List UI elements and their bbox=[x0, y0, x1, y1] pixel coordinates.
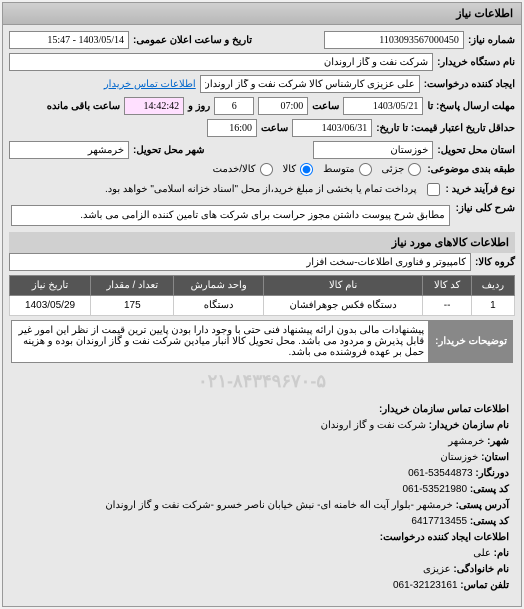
panel-body: شماره نیاز: تاریخ و ساعت اعلان عمومی: نا… bbox=[3, 25, 521, 606]
price-validity-label: حداقل تاریخ اعتبار قیمت: تا تاریخ: bbox=[376, 123, 515, 134]
requester-label: ایجاد کننده درخواست: bbox=[424, 79, 515, 90]
th-code: کد کالا bbox=[423, 276, 471, 296]
cell-qty: 175 bbox=[91, 296, 174, 316]
contact-address-row: آدرس پستی: خرمشهر -بلوار آیت اله خامنه ا… bbox=[15, 498, 509, 514]
contact-phone-row: تلفن تماس: 32123161-061 bbox=[15, 578, 509, 594]
cell-unit: دستگاه bbox=[174, 296, 263, 316]
table-row[interactable]: 1 -- دستگاه فکس جوهرافشان دستگاه 175 140… bbox=[10, 296, 515, 316]
contact-name-row: نام: علی bbox=[15, 546, 509, 562]
row-goods-group: گروه کالا: bbox=[9, 253, 515, 271]
contact-province-row: استان: خوزستان bbox=[15, 450, 509, 466]
price-validity-time-input[interactable] bbox=[207, 119, 257, 137]
th-date: تاریخ نیاز bbox=[10, 276, 91, 296]
contact-link[interactable]: اطلاعات تماس خریدار bbox=[104, 79, 196, 90]
price-validity-date-input[interactable] bbox=[292, 119, 372, 137]
time-label-1: ساعت bbox=[312, 101, 339, 112]
announce-date-label: تاریخ و ساعت اعلان عمومی: bbox=[133, 35, 252, 46]
remaining-label: ساعت باقی مانده bbox=[47, 101, 120, 112]
purchase-note: پرداخت تمام یا بخشی از مبلغ خرید،از محل … bbox=[101, 180, 421, 199]
contact-org-row: نام سازمان خریدار: شرکت نفت و گاز اروندا… bbox=[15, 418, 509, 434]
time-label-2: ساعت bbox=[261, 123, 288, 134]
request-no-label: شماره نیاز: bbox=[468, 35, 515, 46]
table-header-row: ردیف کد کالا نام کالا واحد شمارش تعداد /… bbox=[10, 276, 515, 296]
delivery-province-label: استان محل تحویل: bbox=[437, 145, 515, 156]
response-date-input[interactable] bbox=[343, 97, 423, 115]
cell-date: 1403/05/29 bbox=[10, 296, 91, 316]
category-radio-group: جزئی متوسط کالا کالا/خدمت bbox=[213, 163, 424, 176]
row-purchase-type: نوع فرآیند خرید : پرداخت تمام یا بخشی از… bbox=[9, 180, 515, 199]
cat-partial-radio[interactable]: جزئی bbox=[382, 163, 424, 176]
panel-title: اطلاعات نیاز bbox=[3, 3, 521, 25]
goods-section-title: اطلاعات کالاهای مورد نیاز bbox=[9, 232, 515, 253]
buyer-notes-label: توضیحات خریدار: bbox=[429, 320, 513, 363]
row-request-announce: شماره نیاز: تاریخ و ساعت اعلان عمومی: bbox=[9, 31, 515, 49]
buyer-notes-block: توضیحات خریدار: پیشنهادات مالی بدون ارائ… bbox=[11, 320, 513, 363]
buyer-org-label: نام دستگاه خریدار: bbox=[437, 57, 515, 68]
contact-info-section: اطلاعات تماس سازمان خریدار: نام سازمان خ… bbox=[9, 396, 515, 600]
requester-input[interactable] bbox=[200, 75, 420, 93]
delivery-city-input[interactable] bbox=[9, 141, 129, 159]
delivery-city-label: شهر محل تحویل: bbox=[133, 145, 205, 156]
row-response-deadline: مهلت ارسال پاسخ: تا ساعت روز و ساعت باقی… bbox=[9, 97, 515, 115]
row-category: طبقه بندی موضوعی: جزئی متوسط کالا کالا/خ… bbox=[9, 163, 515, 176]
contact-title: اطلاعات تماس سازمان خریدار: bbox=[15, 402, 509, 418]
main-panel: اطلاعات نیاز شماره نیاز: تاریخ و ساعت اع… bbox=[2, 2, 522, 607]
row-buyer-org: نام دستگاه خریدار: bbox=[9, 53, 515, 71]
row-price-validity: حداقل تاریخ اعتبار قیمت: تا تاریخ: ساعت bbox=[9, 119, 515, 137]
general-desc-label: شرح کلی نیاز: bbox=[456, 203, 515, 214]
goods-group-label: گروه کالا: bbox=[475, 257, 515, 268]
contact-postal1-row: کد پستی: 53521980-061 bbox=[15, 482, 509, 498]
announce-date-input[interactable] bbox=[9, 31, 129, 49]
cell-name: دستگاه فکس جوهرافشان bbox=[263, 296, 423, 316]
goods-table: ردیف کد کالا نام کالا واحد شمارش تعداد /… bbox=[9, 275, 515, 316]
days-label: روز و bbox=[188, 101, 210, 112]
response-deadline-label: مهلت ارسال پاسخ: تا bbox=[427, 101, 515, 112]
response-time-input[interactable] bbox=[258, 97, 308, 115]
remaining-time-input[interactable] bbox=[124, 97, 184, 115]
row-requester: ایجاد کننده درخواست: اطلاعات تماس خریدار bbox=[9, 75, 515, 93]
request-no-input[interactable] bbox=[324, 31, 464, 49]
row-general-desc: شرح کلی نیاز: مطابق شرح پیوست داشتن مجوز… bbox=[9, 203, 515, 228]
general-desc-box: مطابق شرح پیوست داشتن مجوز حراست برای شر… bbox=[11, 205, 450, 226]
purchase-type-label: نوع فرآیند خرید : bbox=[446, 184, 515, 195]
th-unit: واحد شمارش bbox=[174, 276, 263, 296]
goods-group-input[interactable] bbox=[9, 253, 471, 271]
row-delivery: استان محل تحویل: شهر محل تحویل: bbox=[9, 141, 515, 159]
cell-num: 1 bbox=[471, 296, 514, 316]
contact-postal2-row: کد پستی: 6417713455 bbox=[15, 514, 509, 530]
cat-goods-radio[interactable]: کالا bbox=[283, 163, 316, 176]
buyer-org-input[interactable] bbox=[9, 53, 433, 71]
cat-service-radio[interactable]: کالا/خدمت bbox=[213, 163, 275, 176]
requester-section-title: اطلاعات ایجاد کننده درخواست: bbox=[15, 530, 509, 546]
th-row: ردیف bbox=[471, 276, 514, 296]
cat-medium-radio[interactable]: متوسط bbox=[323, 163, 373, 176]
buyer-notes-content: پیشنهادات مالی بدون ارائه پیشنهاد فنی حت… bbox=[11, 320, 429, 363]
delivery-province-input[interactable] bbox=[313, 141, 433, 159]
contact-city-row: شهر: خرمشهر bbox=[15, 434, 509, 450]
category-label: طبقه بندی موضوعی: bbox=[427, 164, 515, 175]
th-name: نام کالا bbox=[263, 276, 423, 296]
days-input[interactable] bbox=[214, 97, 254, 115]
purchase-checkbox[interactable] bbox=[427, 183, 440, 196]
contact-fax-row: دورنگار: 53544873-061 bbox=[15, 466, 509, 482]
watermark-phone: ۰۲۱-۸۴۳۴۹۶۷۰-۵ bbox=[9, 367, 515, 396]
th-qty: تعداد / مقدار bbox=[91, 276, 174, 296]
cell-code: -- bbox=[423, 296, 471, 316]
